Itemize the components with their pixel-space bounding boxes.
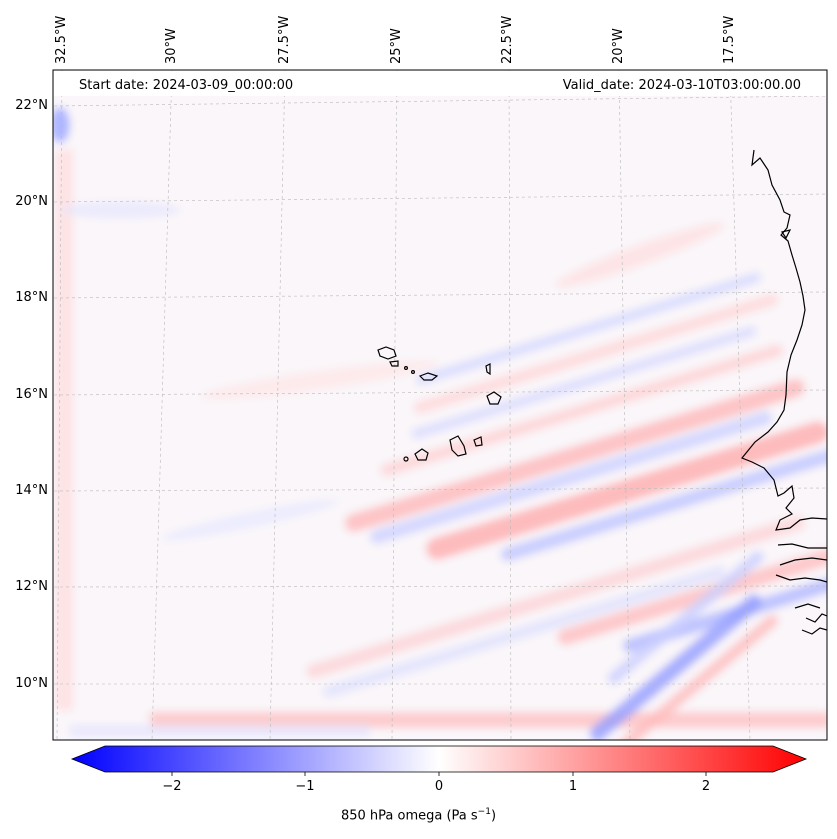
colorbar-label-close: )	[490, 808, 497, 824]
header-strip	[54, 71, 826, 96]
gridlines	[53, 70, 827, 740]
lon-label-17-5w: 17.5°W	[722, 15, 737, 64]
coastline	[741, 149, 827, 635]
lat-label-10n: 10°N	[15, 676, 48, 691]
lat-label-14n: 14°N	[15, 483, 48, 498]
colorbar-bar	[70, 745, 808, 773]
lon-label-20w: 20°W	[611, 28, 626, 64]
valid-date-label: Valid_date: 2024-03-10T03:00:00.00	[562, 78, 801, 93]
colorbar-tick-0: 0	[434, 779, 444, 794]
lat-label-18n: 18°N	[15, 290, 48, 305]
cape-verde-islands	[377, 346, 502, 462]
lat-label-12n: 12°N	[15, 579, 48, 594]
lon-label-27-5w: 27.5°W	[277, 15, 292, 64]
lon-label-32-5w: 32.5°W	[54, 15, 69, 64]
lat-label-22n: 22°N	[15, 98, 48, 113]
lon-label-30w: 30°W	[164, 28, 179, 64]
colorbar-tick-2: 2	[701, 779, 711, 794]
omega-field	[53, 70, 827, 740]
colorbar-label-unit-exponent: −1	[477, 807, 491, 817]
map-border	[52, 69, 828, 741]
lat-label-16n: 16°N	[15, 387, 48, 402]
colorbar-label: 850 hPa omega (Pa s−1)	[0, 807, 837, 823]
colorbar-tick-minus-2: −2	[162, 779, 182, 794]
lon-label-22-5w: 22.5°W	[500, 15, 515, 64]
lat-label-20n: 20°N	[15, 194, 48, 209]
start-date-label: Start date: 2024-03-09_00:00:00	[79, 78, 294, 93]
colorbar	[70, 745, 808, 776]
colorbar-tick-minus-1: −1	[295, 779, 315, 794]
colorbar-label-text: 850 hPa omega (Pa s	[340, 808, 478, 824]
colorbar-tick-1: 1	[568, 779, 578, 794]
lon-label-25w: 25°W	[389, 28, 404, 64]
